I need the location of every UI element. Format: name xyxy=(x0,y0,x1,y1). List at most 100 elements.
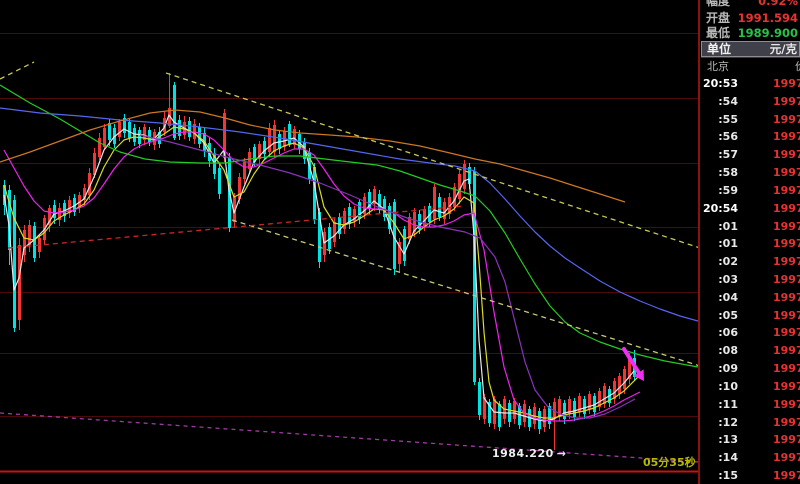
tick-price: 1997. xyxy=(773,290,800,304)
tick-time: :11 xyxy=(718,397,738,411)
tick-time: :59 xyxy=(718,183,738,197)
tick-price: 1997. xyxy=(773,326,800,340)
ticker-row: :06 1997. xyxy=(701,325,800,340)
tick-time: :13 xyxy=(718,433,738,447)
ticker-row: :58 1997. xyxy=(701,165,800,180)
ticker-row: :04 1997. xyxy=(701,290,800,305)
tick-price: 1997. xyxy=(773,469,800,483)
ticker-row: :13 1997. xyxy=(701,432,800,447)
tick-time: :05 xyxy=(718,308,738,322)
unit-label: 单位 xyxy=(707,42,732,56)
tick-time: :56 xyxy=(718,130,738,144)
open-value: 1991.594 xyxy=(737,11,798,25)
tick-time: :06 xyxy=(718,326,738,340)
tick-time: :15 xyxy=(718,469,738,483)
tick-time: :08 xyxy=(718,344,738,358)
ticker-row: :56 1997. xyxy=(701,129,800,144)
ticker-row: 20:53 1997. xyxy=(701,76,800,91)
unit-value: 元/克 xyxy=(769,42,797,56)
quote-row-open: 开盘 1991.594 xyxy=(701,11,800,26)
top-left-segment xyxy=(0,61,35,80)
down-arrow-annotation xyxy=(622,347,644,381)
tick-time: :02 xyxy=(718,255,738,269)
amplitude-value: 0.92% xyxy=(758,0,798,8)
tick-time: :54 xyxy=(718,94,738,108)
tick-time: :57 xyxy=(718,148,738,162)
quote-row-unit[interactable]: 单位 元/克 xyxy=(701,41,800,57)
tick-time: :01 xyxy=(718,237,738,251)
tick-price: 1997. xyxy=(773,237,800,251)
tick-price: 1997. xyxy=(773,397,800,411)
tick-price: 1997. xyxy=(773,130,800,144)
ticker-row: :02 1997. xyxy=(701,254,800,269)
ticker-row: :05 1997. xyxy=(701,308,800,323)
lower-descending xyxy=(231,219,698,367)
tick-price: 1997. xyxy=(773,415,800,429)
low-value: 1989.900 xyxy=(737,26,798,40)
quote-panel: 幅度 0.92% 开盘 1991.594 最低 1989.900 单位 元/克 … xyxy=(701,0,800,484)
tick-time: :03 xyxy=(718,273,738,287)
ticker-row: :15 1997. xyxy=(701,468,800,483)
tick-time: :14 xyxy=(718,451,738,465)
tick-price: 1997. xyxy=(773,94,800,108)
grid-lines xyxy=(0,33,698,473)
ma-orange xyxy=(0,109,626,203)
trendlines-layer xyxy=(0,61,698,463)
tick-price: 1997. xyxy=(773,273,800,287)
candles-layer xyxy=(3,73,636,450)
list-top-border xyxy=(701,57,800,58)
tick-time: :09 xyxy=(718,362,738,376)
tick-price: 1997. xyxy=(773,112,800,126)
open-label: 开盘 xyxy=(706,11,731,25)
tick-time: :58 xyxy=(718,166,738,180)
tick-time: :10 xyxy=(718,379,738,393)
tick-price: 1997. xyxy=(773,201,800,215)
chart-canvas[interactable] xyxy=(0,0,698,484)
low-price-label: 1984.220 → xyxy=(492,447,566,460)
tick-price: 1997. xyxy=(773,433,800,447)
ticker-row: :54 1997. xyxy=(701,94,800,109)
ticker-row: :09 1997. xyxy=(701,361,800,376)
ma-yellow xyxy=(3,126,639,419)
ticker-row: :08 1997. xyxy=(701,343,800,358)
candlestick-chart[interactable]: 1984.220 → 05分35秒 xyxy=(0,0,698,484)
ticker-header-price: 价 xyxy=(795,59,800,75)
ticker-row: :01 1997. xyxy=(701,236,800,251)
ticker-row: 20:54 1997. xyxy=(701,201,800,216)
ma-magenta xyxy=(3,131,641,422)
tick-time: :12 xyxy=(718,415,738,429)
moving-averages-layer xyxy=(0,84,698,422)
ticker-header: 北京 价 xyxy=(701,59,800,75)
bottom-channel xyxy=(0,412,698,463)
ma-blue xyxy=(0,107,698,322)
ticker-row: :10 1997. xyxy=(701,379,800,394)
tick-price: 1997. xyxy=(773,255,800,269)
tick-price: 1997. xyxy=(773,219,800,233)
amplitude-label: 幅度 xyxy=(706,0,731,8)
tick-price: 1997. xyxy=(773,77,800,90)
low-label: 最低 xyxy=(706,26,731,40)
ma-white xyxy=(3,114,635,422)
quote-row-low: 最低 1989.900 xyxy=(701,26,800,41)
bar-countdown: 05分35秒 xyxy=(643,456,696,469)
tick-price: 1997. xyxy=(773,379,800,393)
right-arrow-glyph: → xyxy=(556,447,567,460)
ma-violet xyxy=(139,134,636,419)
ticker-header-time: 北京 xyxy=(707,60,729,73)
ticker-row: :01 1997. xyxy=(701,219,800,234)
low-price-value: 1984.220 xyxy=(492,447,554,460)
tick-time: :04 xyxy=(718,290,738,304)
tick-time: :55 xyxy=(718,112,738,126)
tick-time: 20:53 xyxy=(702,77,738,90)
ticker-row: :55 1997. xyxy=(701,112,800,127)
tick-price: 1997. xyxy=(773,451,800,465)
ascending-support xyxy=(7,205,465,249)
ticker-row: :11 1997. xyxy=(701,397,800,412)
ticker-row: :03 1997. xyxy=(701,272,800,287)
tick-time: 20:54 xyxy=(702,201,738,215)
ticker-row: :59 1997. xyxy=(701,183,800,198)
tick-price: 1997. xyxy=(773,308,800,322)
tick-time: :01 xyxy=(718,219,738,233)
upper-descending-resistance xyxy=(165,72,698,249)
